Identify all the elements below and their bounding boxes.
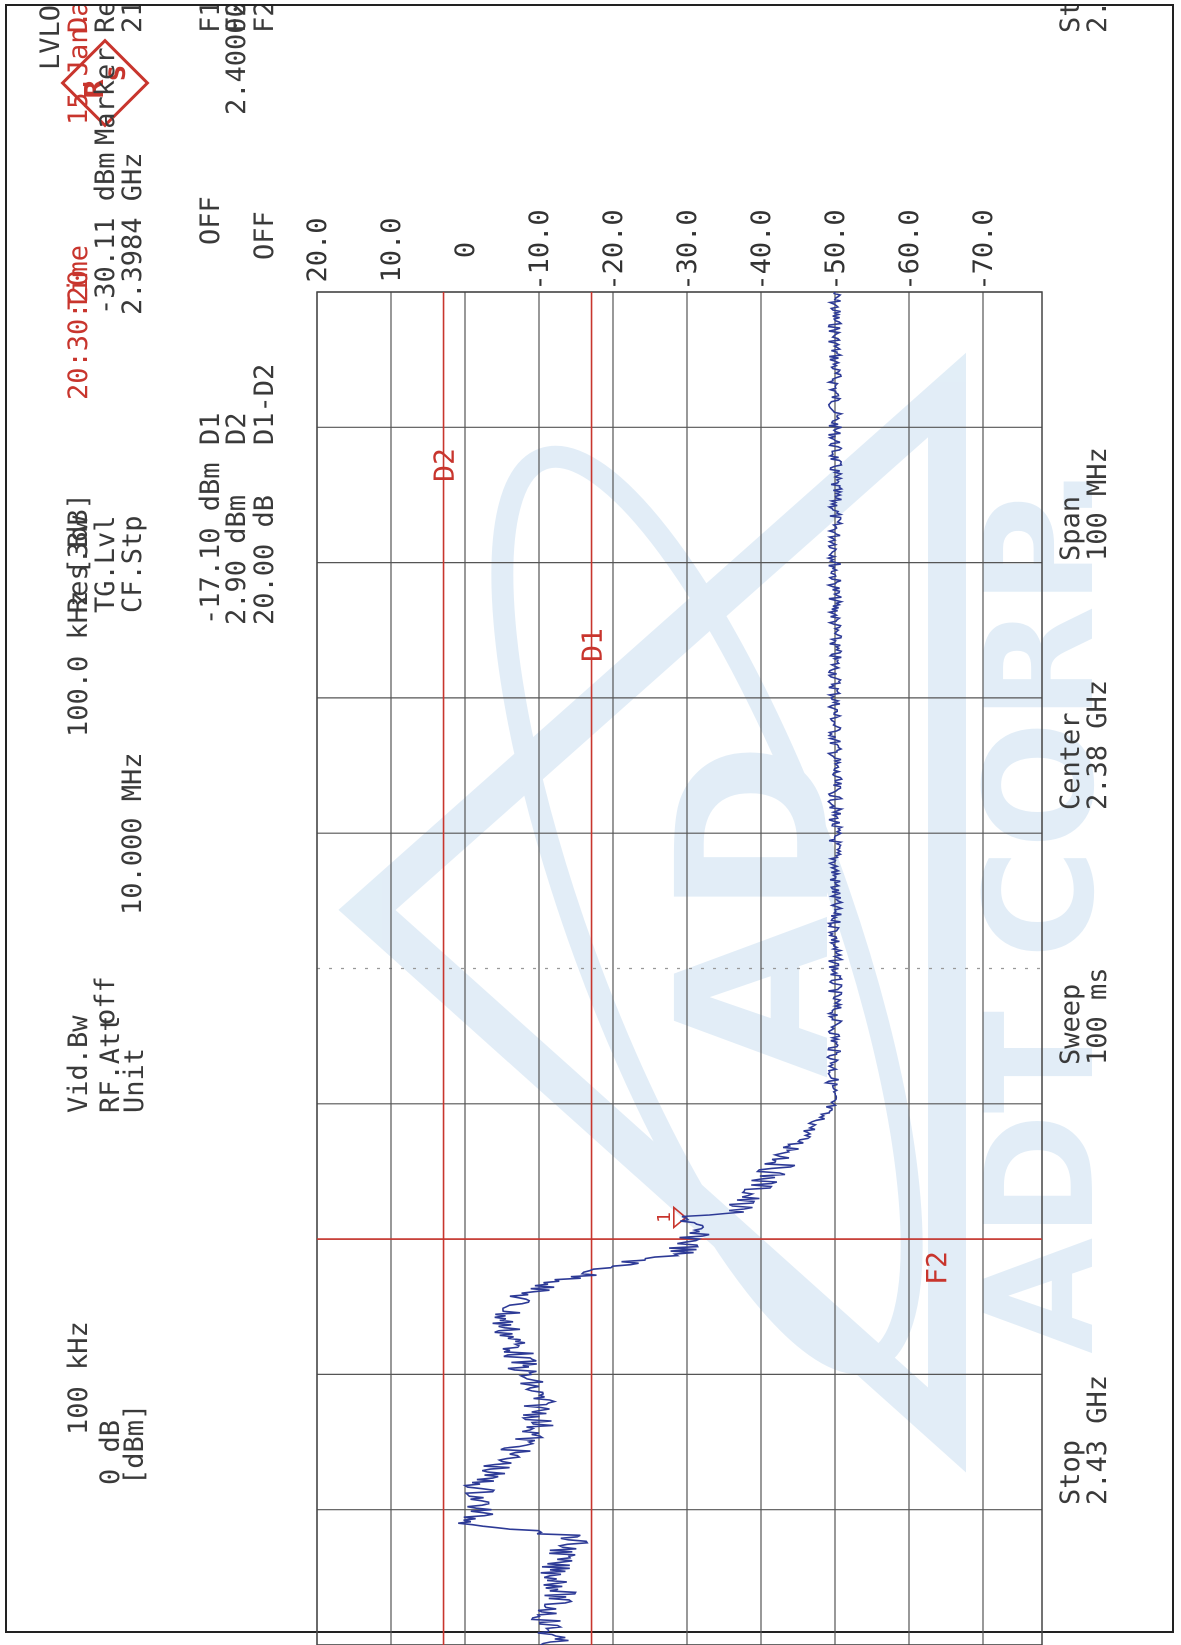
vid-bw-value: 100 kHz [63, 1321, 94, 1435]
rf-att-label: RF.Att [95, 1015, 126, 1113]
header: LVLOFF Date 15.Jan.'01 Time 20:30:20 Ref… [35, 6, 280, 1485]
marker-label: Marker [90, 47, 121, 145]
d1d2-label: D1-D2 [249, 364, 280, 445]
f2-value: 2.4000000000 GHz [221, 6, 252, 115]
marker-level: -30.11 dBm [90, 152, 121, 315]
d1-value: -17.10 dBm [195, 462, 226, 625]
date-value: 15.Jan.'01 [63, 6, 94, 125]
y-tick-label: 0 [450, 242, 481, 258]
start-value: 2.33 GHz [1082, 6, 1113, 33]
y-tick-labels: 20.0 10.0 0 -10.0 -20.0 -30.0 -40.0 -50.0 -60.0 -… [302, 209, 999, 290]
res-bw-value: 100.0 kHz [3dB] [63, 493, 94, 737]
rohde-schwarz-logo: R S [60, 38, 150, 128]
cf-stp-label: CF.Stp [117, 515, 148, 613]
d2-value: 2.90 dBm [221, 495, 252, 625]
watermark-logo: AD [632, 742, 877, 1079]
plot-frame: AD ADT CORP. R S LVLOFF Date 15.Jan.'01 … [5, 4, 1174, 1645]
grid [316, 291, 1043, 1645]
sweep-value: 100 ms [1082, 967, 1113, 1065]
freq-line-label: F2 [920, 1251, 953, 1285]
ref-lvl-label: Ref.Lvl [90, 6, 121, 33]
stop-value: 2.43 GHz [1082, 1375, 1113, 1505]
ref-line-label: D2 [428, 448, 461, 482]
tg-lvl-label: TG.Lvl [90, 515, 121, 613]
reference-lines: D1 D2 F2 1 [317, 292, 1042, 1645]
marker-triangle [673, 1205, 688, 1230]
logo-r: R [80, 79, 110, 99]
mode-text: LVLOFF [35, 6, 66, 70]
y-tick-label: -70.0 [968, 209, 999, 290]
watermark-swoosh [491, 445, 923, 1375]
d1-label: D1 [195, 412, 226, 445]
watermark-text: ADT CORP. [954, 466, 1128, 1354]
logo-s: S [106, 65, 131, 81]
start-label: Start [1055, 6, 1086, 33]
ref-lvl-value: 21.00 dBm [117, 6, 148, 33]
unit-label: Unit [119, 1048, 150, 1113]
f2f1-value: OFF [249, 211, 280, 260]
date-label: Date [63, 6, 94, 33]
center-value: 2.38 GHz [1082, 680, 1113, 810]
watermark-triangle [338, 352, 966, 1473]
footer: Start 2.33 GHz Span 100 MHz Center 2.38 … [1055, 6, 1113, 1505]
center-label: Center [1055, 712, 1086, 810]
sweep-label: Sweep [1055, 984, 1086, 1065]
marker-freq: 2.3984 GHz [117, 152, 148, 315]
y-tick-label: -20.0 [598, 209, 629, 290]
plot-border [316, 291, 1043, 1645]
watermark: AD ADT CORP. [338, 352, 1128, 1473]
y-tick-label: -30.0 [672, 209, 703, 290]
y-tick-label: 20.0 [302, 217, 333, 282]
cf-stp-value: 10.000 MHz [117, 752, 148, 915]
f1-label: F1 [195, 6, 226, 33]
rotated-plot: AD ADT CORP. R S LVLOFF Date 15.Jan.'01 … [7, 6, 1181, 1645]
unit-value: [dBm] [119, 1404, 150, 1485]
spectrum-chart: AD ADT CORP. R S LVLOFF Date 15.Jan.'01 … [35, 6, 1128, 1645]
y-tick-label: -50.0 [820, 209, 851, 290]
time-label: Time [63, 245, 94, 310]
time-value: 20:30:20 [63, 270, 94, 400]
span-value: 100 MHz [1082, 447, 1113, 561]
span-label: Span [1055, 496, 1086, 561]
y-tick-label: -60.0 [894, 209, 925, 290]
trace [458, 291, 845, 1645]
rf-att-value: 0 dB [95, 1420, 126, 1485]
logo-diamond [60, 38, 150, 128]
f2-label: F2 [221, 6, 252, 33]
d2-label: D2 [221, 412, 252, 445]
tg-lvl-value: off [90, 976, 121, 1025]
stop-label: Stop [1055, 1440, 1086, 1505]
vid-bw-label: Vid.Bw [63, 1015, 94, 1113]
y-tick-label: 10.0 [376, 217, 407, 282]
f1-value: OFF [195, 196, 226, 245]
marker-number: 1 [654, 1212, 675, 1223]
y-tick-label: -10.0 [524, 209, 555, 290]
trace-line [458, 291, 845, 1645]
f2f1-label: F2-F1 [249, 6, 280, 33]
d1d2-value: 20.00 dB [249, 495, 280, 625]
y-tick-label: -40.0 [746, 209, 777, 290]
res-bw-label: Res.Bw [63, 515, 94, 613]
ref-line-label: D1 [576, 628, 609, 662]
